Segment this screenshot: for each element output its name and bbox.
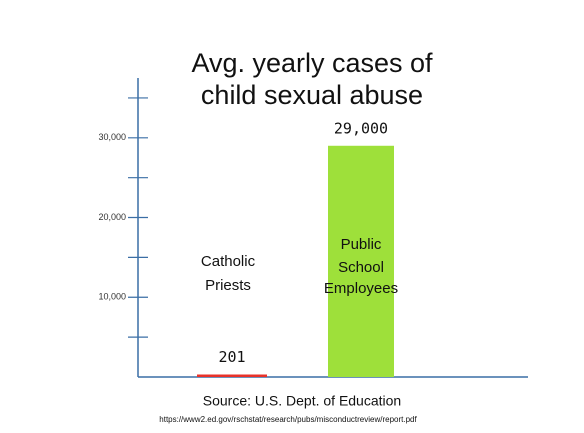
y-tick-label: 20,000	[98, 212, 126, 222]
bar	[197, 374, 267, 377]
value-label: 201	[218, 348, 245, 366]
category-label: Public School Employees	[324, 236, 398, 297]
y-tick-label: 30,000	[98, 132, 126, 142]
source-url: https://www2.ed.gov/rschstat/research/pu…	[159, 415, 417, 424]
bar	[328, 145, 394, 377]
source: Source: U.S. Dept. of Education	[203, 393, 401, 409]
chart-title: Avg. yearly cases of child sexual abuse	[191, 48, 433, 110]
category-label: Catholic Priests	[201, 253, 256, 294]
y-tick-label: 10,000	[98, 292, 126, 302]
value-label: 29,000	[334, 119, 388, 137]
